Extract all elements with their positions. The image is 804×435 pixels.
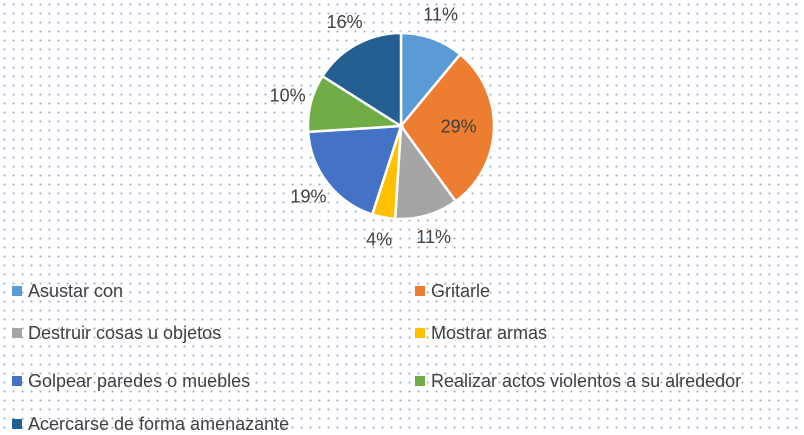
legend-swatch <box>415 376 425 386</box>
legend-swatch <box>12 419 22 429</box>
data-label: 16% <box>327 12 363 32</box>
data-label: 11% <box>423 5 458 25</box>
legend-label: Realizar actos violentos a su alrededor <box>431 371 741 391</box>
data-label: 19% <box>291 186 327 206</box>
legend-swatch <box>415 286 425 296</box>
legend-swatch <box>12 328 22 338</box>
legend-swatch <box>12 286 22 296</box>
legend-label: Acercarse de forma amenazante <box>28 414 289 434</box>
legend-label: Golpear paredes o muebles <box>28 371 250 391</box>
data-label: 10% <box>270 86 306 106</box>
legend-label: Mostrar armas <box>431 323 547 343</box>
legend-swatch <box>415 328 425 338</box>
legend-label: Destruir cosas u objetos <box>28 323 221 343</box>
data-label: 4% <box>366 230 392 250</box>
legend-swatch <box>12 376 22 386</box>
pie-slice <box>306 124 403 217</box>
legend-label: Gritarle <box>431 281 490 301</box>
data-label: 11% <box>416 227 451 247</box>
pie-slice <box>320 31 403 129</box>
pie-slice <box>399 52 496 203</box>
legend-label: Asustar con <box>28 281 123 301</box>
data-label: 29% <box>441 117 477 137</box>
